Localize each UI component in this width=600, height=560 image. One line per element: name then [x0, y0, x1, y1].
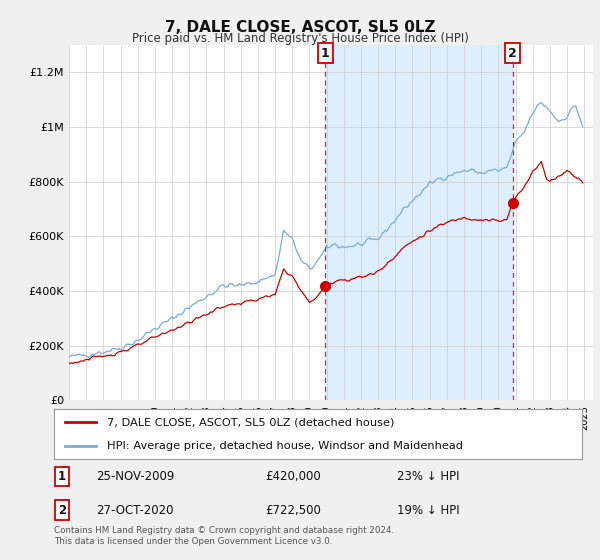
Text: 1: 1: [58, 470, 66, 483]
Text: 7, DALE CLOSE, ASCOT, SL5 0LZ (detached house): 7, DALE CLOSE, ASCOT, SL5 0LZ (detached …: [107, 417, 394, 427]
Text: 7, DALE CLOSE, ASCOT, SL5 0LZ: 7, DALE CLOSE, ASCOT, SL5 0LZ: [165, 20, 435, 35]
Text: £722,500: £722,500: [265, 504, 321, 517]
Text: 27-OCT-2020: 27-OCT-2020: [96, 504, 174, 517]
Text: 19% ↓ HPI: 19% ↓ HPI: [397, 504, 460, 517]
Bar: [325, 45, 512, 400]
Text: HPI: Average price, detached house, Windsor and Maidenhead: HPI: Average price, detached house, Wind…: [107, 441, 463, 451]
Text: £420,000: £420,000: [265, 470, 321, 483]
Text: 23% ↓ HPI: 23% ↓ HPI: [397, 470, 460, 483]
Text: 2: 2: [58, 504, 66, 517]
Text: 25-NOV-2009: 25-NOV-2009: [96, 470, 175, 483]
Text: Contains HM Land Registry data © Crown copyright and database right 2024.
This d: Contains HM Land Registry data © Crown c…: [54, 526, 394, 546]
Text: 1: 1: [321, 46, 329, 59]
Text: 2: 2: [508, 46, 517, 59]
Text: Price paid vs. HM Land Registry's House Price Index (HPI): Price paid vs. HM Land Registry's House …: [131, 32, 469, 45]
